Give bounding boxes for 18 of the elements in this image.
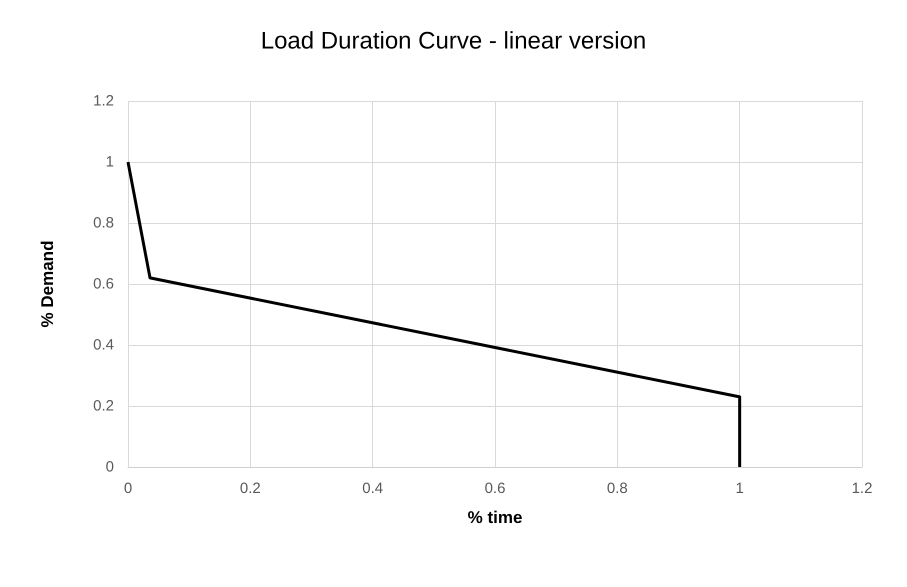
y-tick-label: 0.2 [93,398,114,414]
x-axis-title: % time [468,508,522,527]
line-series [126,160,742,468]
x-tick-label: 0.4 [362,480,384,497]
x-tick-label: 1 [735,480,744,497]
y-tick-label: 0.6 [93,276,114,292]
y-tick-label: 0.8 [93,214,114,232]
y-axis-title: % Demand [38,240,57,328]
chart-title: Load Duration Curve - linear version [260,28,646,54]
x-tick-label: 0 [124,480,132,497]
x-tick-label: 0.2 [240,480,261,497]
y-tick-label: 0 [106,458,114,476]
y-tick-label: 0.4 [93,336,114,354]
y-tick-label: 1 [106,154,114,170]
y-tick-label: 1.2 [93,92,114,110]
x-tick-label: 0.6 [484,480,506,497]
x-tick-label: 1.2 [852,480,872,497]
x-tick-label: 0.8 [606,480,628,497]
